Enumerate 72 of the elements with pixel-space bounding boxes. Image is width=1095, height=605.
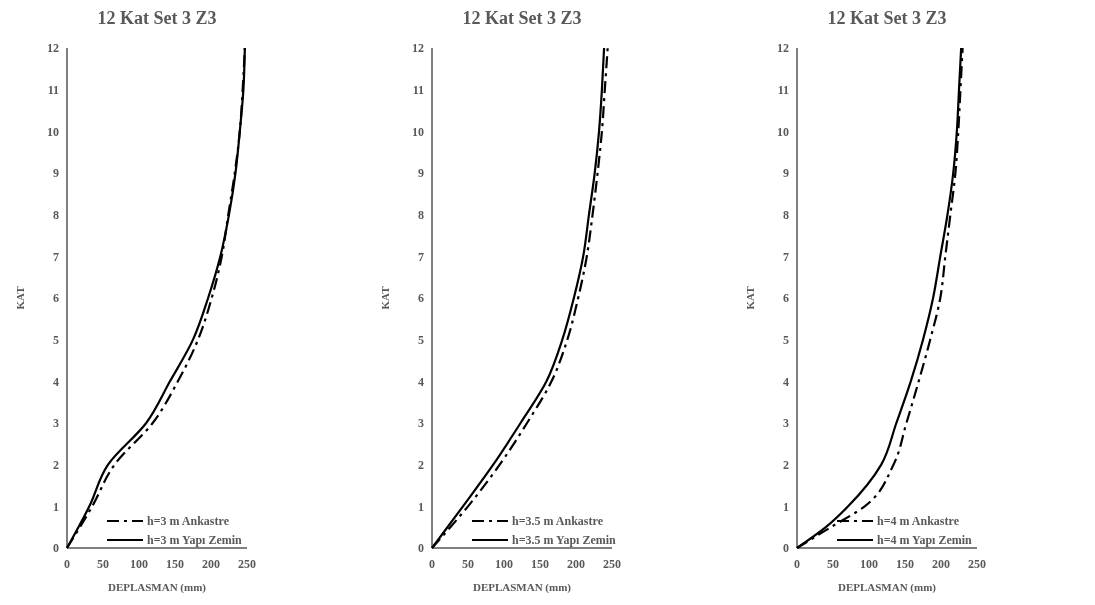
y-tick-label: 11 (412, 82, 424, 97)
x-tick-label: 150 (896, 557, 914, 571)
x-tick-label: 100 (860, 557, 878, 571)
x-axis-title: DEPLASMAN (mm) (107, 581, 207, 594)
x-tick-label: 0 (64, 557, 70, 571)
y-tick-label: 8 (53, 207, 59, 222)
legend-label: h=3 m Yapı Zemin (147, 533, 243, 548)
y-tick-label: 2 (418, 457, 424, 472)
x-tick-label: 0 (794, 557, 800, 571)
x-tick-label: 250 (238, 557, 256, 571)
y-tick-label: 11 (47, 82, 59, 97)
chart-title: 12 Kat Set 3 Z3 (462, 8, 582, 28)
y-tick-label: 3 (783, 416, 789, 431)
y-tick-label: 2 (53, 457, 59, 472)
chart-title: 12 Kat Set 3 Z3 (827, 8, 947, 28)
y-tick-label: 4 (783, 374, 789, 389)
y-axis-title: KAT (379, 285, 391, 310)
y-tick-label: 7 (53, 249, 59, 264)
x-axis-title: DEPLASMAN (mm) (837, 581, 937, 594)
y-tick-label: 9 (53, 166, 59, 181)
x-tick-label: 100 (495, 557, 513, 571)
y-tick-label: 12 (47, 41, 59, 56)
x-tick-label: 150 (531, 557, 549, 571)
x-tick-label: 100 (130, 557, 148, 571)
y-tick-label: 11 (777, 82, 789, 97)
y-tick-label: 4 (53, 374, 59, 389)
x-tick-label: 200 (567, 557, 585, 571)
y-tick-label: 10 (47, 124, 59, 139)
x-tick-label: 250 (603, 557, 621, 571)
legend-label: h=4 m Yapı Zemin (877, 533, 973, 548)
y-tick-label: 5 (53, 332, 59, 347)
x-tick-label: 250 (968, 557, 986, 571)
x-tick-label: 0 (429, 557, 435, 571)
legend-label: h=3.5 m Yapı Zemin (512, 533, 617, 548)
y-tick-label: 2 (783, 457, 789, 472)
legend-label: h=3.5 m Ankastre (512, 514, 604, 529)
y-axis-title: KAT (744, 285, 756, 310)
y-tick-label: 12 (777, 41, 789, 56)
x-tick-label: 150 (166, 557, 184, 571)
y-tick-label: 7 (418, 249, 424, 264)
y-tick-label: 1 (418, 499, 424, 514)
y-tick-label: 5 (418, 332, 424, 347)
x-tick-label: 200 (202, 557, 220, 571)
y-tick-label: 8 (783, 207, 789, 222)
y-tick-label: 3 (418, 416, 424, 431)
y-tick-label: 0 (53, 541, 59, 556)
y-tick-label: 1 (53, 499, 59, 514)
y-tick-label: 5 (783, 332, 789, 347)
y-axis-title: KAT (14, 285, 26, 310)
chart-title: 12 Kat Set 3 Z3 (97, 8, 217, 28)
x-tick-label: 200 (932, 557, 950, 571)
y-tick-label: 1 (783, 499, 789, 514)
y-tick-label: 3 (53, 416, 59, 431)
y-tick-label: 0 (418, 541, 424, 556)
y-tick-label: 6 (53, 291, 59, 306)
y-tick-label: 10 (412, 124, 424, 139)
y-tick-label: 9 (783, 166, 789, 181)
x-tick-label: 50 (462, 557, 474, 571)
y-tick-label: 4 (418, 374, 424, 389)
x-tick-label: 50 (827, 557, 839, 571)
y-tick-label: 0 (783, 541, 789, 556)
legend-label: h=4 m Ankastre (877, 514, 960, 529)
y-tick-label: 6 (418, 291, 424, 306)
x-axis-title: DEPLASMAN (mm) (472, 581, 572, 594)
y-tick-label: 9 (418, 166, 424, 181)
y-tick-label: 10 (777, 124, 789, 139)
legend-label: h=3 m Ankastre (147, 514, 230, 529)
y-tick-label: 8 (418, 207, 424, 222)
x-tick-label: 50 (97, 557, 109, 571)
y-tick-label: 12 (412, 41, 424, 56)
y-tick-label: 7 (783, 249, 789, 264)
y-tick-label: 6 (783, 291, 789, 306)
